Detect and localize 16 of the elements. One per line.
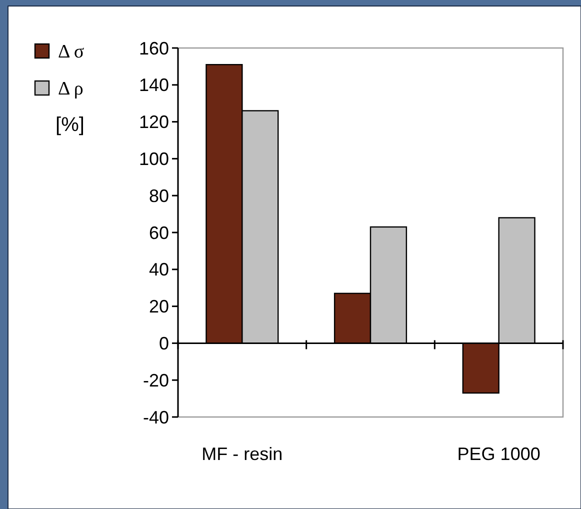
- y-tick-label: 80: [148, 186, 169, 206]
- legend-label: Δ ρ: [58, 78, 84, 100]
- y-tick-label: -40: [142, 407, 169, 428]
- y-tick-label: 160: [138, 38, 169, 58]
- legend-label: Δ σ: [58, 42, 84, 63]
- y-tick-label: 0: [158, 334, 169, 354]
- x-tick-label: MF - resin: [202, 444, 283, 464]
- y-tick-label: -20: [142, 370, 169, 390]
- y-tick-label: 140: [138, 75, 169, 96]
- y-tick-label: 40: [148, 260, 169, 280]
- y-tick-label: 20: [148, 296, 169, 317]
- x-tick-label: PEG 1000: [457, 444, 540, 464]
- y-tick-label: 100: [138, 149, 169, 169]
- y-tick-label: 60: [148, 222, 169, 243]
- y-axis-title: [%]: [56, 114, 84, 136]
- y-tick-label: 120: [138, 112, 169, 132]
